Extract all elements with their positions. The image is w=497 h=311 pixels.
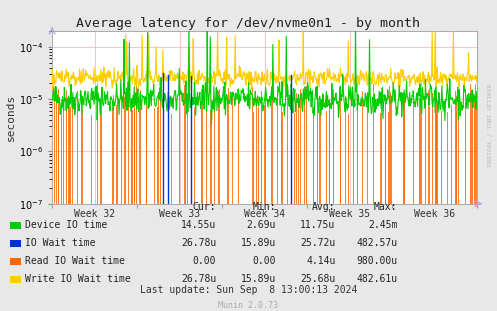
Text: 2.45m: 2.45m (368, 220, 398, 230)
Text: 980.00u: 980.00u (356, 256, 398, 266)
Text: 25.68u: 25.68u (300, 274, 335, 284)
Text: RRDTOOL / TOBI OETIKER: RRDTOOL / TOBI OETIKER (487, 83, 492, 166)
Text: 482.61u: 482.61u (356, 274, 398, 284)
Text: 26.78u: 26.78u (181, 238, 216, 248)
Text: Write IO Wait time: Write IO Wait time (25, 274, 131, 284)
Text: 4.14u: 4.14u (306, 256, 335, 266)
Y-axis label: seconds: seconds (6, 94, 16, 141)
Text: 15.89u: 15.89u (241, 274, 276, 284)
Text: IO Wait time: IO Wait time (25, 238, 95, 248)
Text: 11.75u: 11.75u (300, 220, 335, 230)
Text: 482.57u: 482.57u (356, 238, 398, 248)
Text: Cur:: Cur: (193, 202, 216, 212)
Text: 0.00: 0.00 (252, 256, 276, 266)
Text: 2.69u: 2.69u (247, 220, 276, 230)
Text: Device IO time: Device IO time (25, 220, 107, 230)
Text: Read IO Wait time: Read IO Wait time (25, 256, 125, 266)
Text: 14.55u: 14.55u (181, 220, 216, 230)
Text: Last update: Sun Sep  8 13:00:13 2024: Last update: Sun Sep 8 13:00:13 2024 (140, 285, 357, 295)
Text: 15.89u: 15.89u (241, 238, 276, 248)
Text: Avg:: Avg: (312, 202, 335, 212)
Text: Max:: Max: (374, 202, 398, 212)
Text: Min:: Min: (252, 202, 276, 212)
Text: 26.78u: 26.78u (181, 274, 216, 284)
Text: 0.00: 0.00 (193, 256, 216, 266)
Text: 25.72u: 25.72u (300, 238, 335, 248)
Text: Munin 2.0.73: Munin 2.0.73 (219, 301, 278, 310)
Text: Average latency for /dev/nvme0n1 - by month: Average latency for /dev/nvme0n1 - by mo… (77, 17, 420, 30)
